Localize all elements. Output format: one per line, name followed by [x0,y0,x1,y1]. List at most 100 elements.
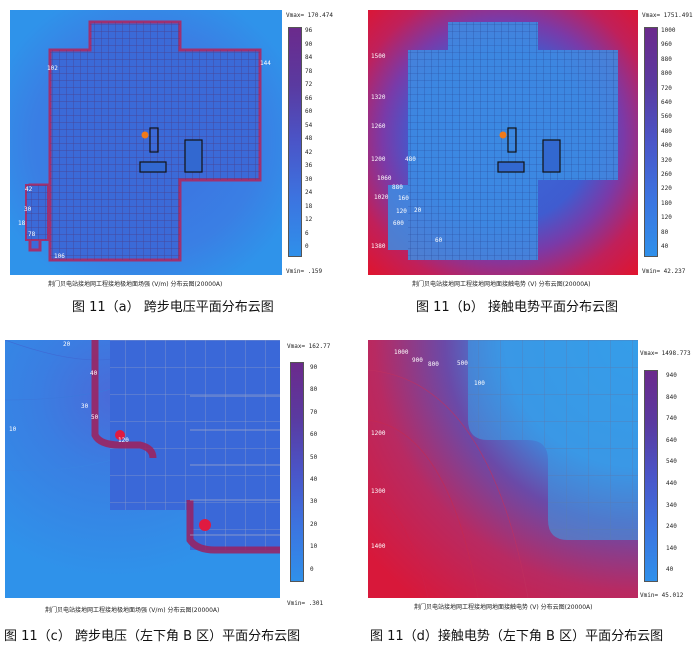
colorbar-tick: 60 [310,431,318,439]
colorbar-tick: 80 [310,386,318,394]
colorbar-tick: 560 [661,113,672,121]
colorbar-tick: 800 [661,70,672,78]
colorbar-tick: 36 [305,162,313,169]
vmin-label: Vmin= .301 [287,600,324,607]
contour-label: 50 [91,414,99,421]
colorbar-b [644,27,658,257]
vmax-label: Vmax= 1498.773 [640,350,691,357]
colorbar-tick: 1000 [661,27,676,34]
colorbar-tick: 90 [310,364,318,371]
contour-label: 144 [260,60,271,67]
colorbar-tick: 54 [305,121,313,129]
colorbar-tick: 90 [305,40,313,48]
colorbar-tick: 66 [305,94,313,102]
colorbar-tick: 42 [305,148,313,156]
vmax-label: Vmax= 170.474 [286,12,333,19]
colorbar-tick: 70 [310,408,318,416]
panel-b: 1500 1320 1260 1200 1380 1060 1020 880 6… [368,10,698,290]
colorbar-tick: 480 [661,127,672,135]
colorbar-tick: 320 [661,156,672,164]
colorbar-tick: 940 [666,372,677,379]
plot-subcaption: 荆门贝电站接地网工程接地极地面场强 (V/m) 分布云图(20000A) [48,281,223,288]
contour-label: 1060 [377,175,392,182]
contour-label: 30 [24,206,32,213]
contour-label: 20 [63,341,71,348]
colorbar-tick: 30 [305,175,313,183]
colorbar-tick: 140 [666,544,677,552]
contour-label: 1320 [371,94,386,101]
contour-label: 1200 [371,156,386,163]
colorbar-tick: 640 [661,99,672,106]
vmin-label: Vmin= 42.237 [642,268,686,275]
contour-label: 18 [18,220,26,227]
contour-label: 40 [90,370,98,377]
colorbar-tick: 12 [305,216,313,223]
contour-label: 1020 [374,194,389,201]
panel-c: 20 40 30 50 10 120 Vmax= 162.77 90 80 70… [5,340,340,614]
colorbar-tick: 40 [661,243,669,250]
colorbar-tick: 240 [666,523,677,531]
colorbar-d-ticks: 940 840 740 640 540 440 340 240 140 40 [666,372,696,580]
contour-label: 500 [457,360,468,367]
plot-subcaption: 荆门贝电站接地网工程接地极地面场强 (V/m) 分布云图(20000A) [45,607,220,614]
contour-label: 600 [393,220,404,227]
colorbar-tick: 640 [666,436,677,444]
contour-label: 30 [81,403,89,410]
vmax-label: Vmax= 1751.491 [642,12,693,19]
colorbar-tick: 10 [310,543,318,551]
colorbar-tick: 40 [666,566,674,574]
colorbar-tick: 880 [661,55,672,63]
contour-label: 20 [414,207,422,214]
contour-label: 78 [28,231,36,238]
contour-label: 880 [392,184,403,191]
contour-label: 42 [25,186,33,193]
colorbar-tick: 120 [661,214,672,222]
colorbar-tick: 840 [666,393,677,401]
contour-label: 1380 [371,243,386,250]
contour-label: 10 [9,426,17,433]
figure-caption-d: 图 11（d）接触电势（左下角 B 区）平面分布云图 [370,629,664,644]
colorbar-tick: 740 [666,415,677,423]
colorbar-a-ticks: 96 90 84 78 72 66 60 54 48 42 36 30 24 1… [305,27,335,255]
colorbar-tick: 540 [666,458,677,466]
vmax-label: Vmax= 162.77 [287,343,331,350]
contour-label: 100 [474,380,485,387]
contour-label: 480 [405,156,416,163]
colorbar-tick: 20 [310,520,318,528]
figure-caption-a: 图 11（a） 跨步电压平面分布云图 [72,300,274,315]
colorbar-d [644,370,658,582]
plot-d-contour-map [368,340,638,598]
plot-subcaption: 荆门贝电站接地网工程接地网地面接触电势 (V) 分布云图(20000A) [412,281,591,288]
colorbar-tick: 6 [305,229,309,237]
colorbar-tick: 72 [305,81,313,88]
colorbar-tick: 0 [310,565,314,573]
plot-b-contour-map [368,10,638,275]
colorbar-tick: 48 [305,135,313,142]
colorbar-b-ticks: 1000 960 880 800 720 640 560 480 400 320… [661,27,695,255]
colorbar-tick: 220 [661,185,672,193]
colorbar-tick: 0 [305,243,309,250]
colorbar-tick: 80 [661,228,669,236]
colorbar-tick: 40 [310,476,318,483]
vmin-label: Vmin= .159 [286,268,323,275]
colorbar-tick: 60 [305,108,313,115]
colorbar-tick: 400 [661,142,672,150]
figure-caption-c: 图 11（c） 跨步电压（左下角 B 区）平面分布云图 [4,629,301,644]
colorbar-tick: 720 [661,84,672,92]
plot-c-contour-map [5,340,280,598]
panel-d: 1000 900 800 500 100 1200 1300 1400 Vmax… [368,340,698,612]
colorbar-tick: 96 [305,27,313,34]
vmin-label: Vmin= 45.012 [640,592,684,599]
panel-a: 102 144 42 30 18 78 106 Vmax= 170.474 96… [10,10,340,290]
colorbar-a [288,27,302,257]
contour-label: 160 [398,195,409,202]
plot-a-contour-map [10,10,282,275]
contour-label: 800 [428,361,439,368]
colorbar-c [290,362,304,582]
figure-caption-b: 图 11（b） 接触电势平面分布云图 [416,300,619,315]
colorbar-tick: 260 [661,171,672,178]
colorbar-tick: 180 [661,199,672,207]
contour-label: 1400 [371,543,386,550]
contour-label: 1200 [371,430,386,437]
colorbar-tick: 18 [305,202,313,210]
